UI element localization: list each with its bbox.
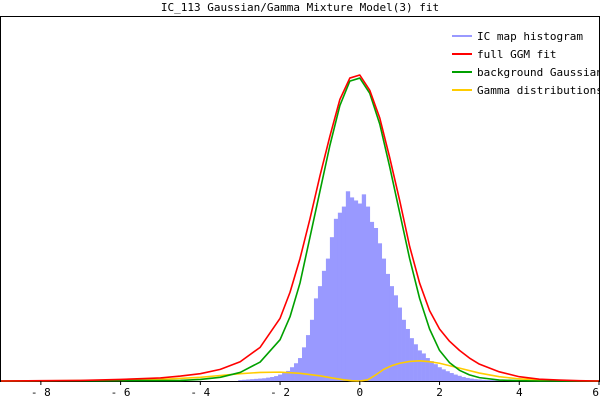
histogram-bar bbox=[286, 370, 291, 381]
histogram-bar bbox=[389, 286, 394, 381]
histogram-bar bbox=[329, 237, 335, 381]
histogram-bars bbox=[238, 191, 502, 381]
legend-label: full GGM fit bbox=[477, 48, 556, 61]
histogram-bar bbox=[313, 298, 319, 381]
histogram-bar bbox=[357, 203, 363, 381]
histogram-bar bbox=[250, 379, 255, 381]
histogram-bar bbox=[258, 378, 263, 381]
histogram-bar bbox=[377, 243, 383, 381]
histogram-bar bbox=[401, 319, 406, 381]
histogram-bar bbox=[429, 361, 434, 381]
histogram-bar bbox=[485, 380, 490, 381]
histogram-bar bbox=[294, 363, 299, 381]
x-tick-label: - 4 bbox=[190, 386, 210, 399]
x-tick-label: 0 bbox=[356, 386, 363, 399]
histogram-bar bbox=[489, 380, 494, 381]
histogram-bar bbox=[437, 367, 442, 381]
histogram-bar bbox=[433, 364, 438, 381]
histogram-bar bbox=[421, 353, 426, 381]
histogram-bar bbox=[425, 358, 430, 381]
histogram-bar bbox=[413, 344, 418, 381]
histogram-bar bbox=[345, 191, 351, 381]
x-tick-label: - 8 bbox=[31, 386, 51, 399]
histogram-bar bbox=[246, 379, 251, 381]
histogram-bar bbox=[369, 221, 375, 381]
histogram-bar bbox=[238, 380, 243, 381]
x-axis: - 8 - 6 - 4 - 2 0 2 4 6 bbox=[31, 381, 600, 399]
histogram-bar bbox=[457, 375, 462, 381]
histogram-bar bbox=[321, 270, 327, 381]
histogram-bar bbox=[449, 373, 454, 381]
legend-label: IC map histogram bbox=[477, 30, 583, 43]
histogram-bar bbox=[317, 286, 323, 381]
histogram-bar bbox=[385, 273, 390, 381]
histogram-bar bbox=[262, 378, 267, 381]
x-tick-label: - 6 bbox=[111, 386, 131, 399]
histogram-bar bbox=[373, 228, 379, 381]
histogram-bar bbox=[493, 380, 498, 381]
histogram-bar bbox=[417, 350, 422, 381]
histogram-bar bbox=[481, 379, 486, 381]
histogram-bar bbox=[397, 307, 402, 381]
x-tick-label: 2 bbox=[436, 386, 443, 399]
histogram-bar bbox=[254, 378, 259, 381]
x-tick-label: 6 bbox=[592, 386, 599, 399]
histogram-bar bbox=[465, 377, 470, 381]
histogram-bar bbox=[393, 295, 398, 381]
histogram-bar bbox=[453, 374, 458, 381]
series-line-background-gaussian bbox=[0, 77, 599, 382]
histogram-bar bbox=[298, 358, 303, 381]
series-line-full-ggm-fit bbox=[0, 74, 600, 382]
histogram-bar bbox=[469, 378, 474, 381]
histogram-bar bbox=[461, 377, 466, 381]
histogram-bar bbox=[242, 379, 247, 381]
histogram-bar bbox=[301, 347, 307, 381]
chart-title: IC_113 Gaussian/Gamma Mixture Model(3) f… bbox=[160, 1, 440, 14]
x-tick-label: - 2 bbox=[270, 386, 290, 399]
histogram-bar bbox=[266, 377, 271, 381]
histogram-bar bbox=[278, 374, 283, 381]
histogram-bar bbox=[337, 212, 343, 381]
histogram-bar bbox=[274, 376, 279, 381]
histogram-bar bbox=[405, 328, 410, 381]
histogram-bar bbox=[270, 377, 275, 381]
histogram-bar bbox=[477, 379, 482, 381]
histogram-bar bbox=[290, 367, 295, 381]
histogram-bar bbox=[381, 258, 387, 381]
histogram-bar bbox=[409, 338, 414, 381]
histogram-bar bbox=[441, 369, 446, 381]
histogram-bar bbox=[349, 197, 355, 381]
histogram-bar bbox=[473, 379, 478, 381]
x-tick-label: 4 bbox=[516, 386, 523, 399]
histogram-bar bbox=[333, 218, 339, 381]
histogram-bar bbox=[282, 373, 287, 381]
fit-curves bbox=[0, 74, 600, 382]
histogram-bar bbox=[341, 206, 347, 381]
histogram-bar bbox=[325, 258, 331, 381]
histogram-bar bbox=[361, 194, 367, 381]
legend: IC map histogram full GGM fit background G… bbox=[452, 30, 600, 97]
histogram-bar bbox=[445, 371, 450, 381]
legend-label: Gamma distributions bbox=[477, 84, 600, 97]
legend-label: background Gaussian bbox=[477, 66, 600, 79]
histogram-bar bbox=[305, 335, 311, 381]
histogram-bar bbox=[353, 200, 359, 381]
histogram-bar bbox=[309, 319, 315, 381]
histogram-bar bbox=[365, 206, 371, 381]
